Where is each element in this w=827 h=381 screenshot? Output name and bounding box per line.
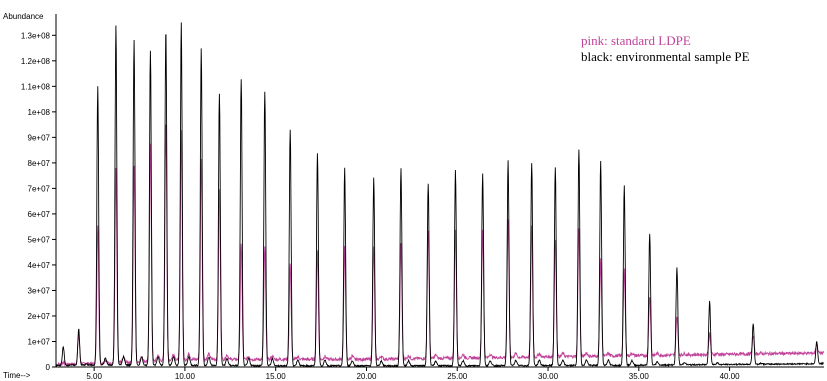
x-axis-ticks: 5.00 10.00 15.00 20.00 25.00 30.00 35.00 40.00 <box>86 367 740 381</box>
y-tick-label: 6e+07 <box>28 210 51 219</box>
y-tick-label: 5e+07 <box>28 235 51 244</box>
y-tick-label: 9e+07 <box>28 133 51 142</box>
x-tick-label: 10.00 <box>175 372 196 381</box>
y-tick-label: 1.3e+08 <box>21 31 51 40</box>
trace-environmental-pe <box>55 22 824 368</box>
y-tick-label: 8e+07 <box>28 159 51 168</box>
x-tick-label: 35.00 <box>629 372 650 381</box>
x-tick-label: 30.00 <box>538 372 559 381</box>
x-axis-title: Time--> <box>3 371 31 380</box>
x-tick-label: 20.00 <box>356 372 377 381</box>
y-tick-label: 7e+07 <box>28 184 51 193</box>
y-axis-ticks: 0 1e+07 2e+07 3e+07 4e+07 5e+07 6e+07 7e+07 8e+0… <box>21 31 56 372</box>
y-tick-label: 1e+08 <box>28 108 51 117</box>
x-tick-label: 15.00 <box>266 372 287 381</box>
legend: pink: standard LDPE black: environmental… <box>581 33 750 64</box>
y-tick-label: 3e+07 <box>28 286 51 295</box>
chromatogram-traces <box>55 22 825 368</box>
y-tick-label: 1e+07 <box>28 337 51 346</box>
legend-entry-standard-ldpe: pink: standard LDPE <box>581 33 691 48</box>
x-tick-label: 5.00 <box>86 372 102 381</box>
y-tick-label: 2e+07 <box>28 312 51 321</box>
y-tick-label: 0 <box>46 363 51 372</box>
y-axis-title: Abundance <box>3 12 44 21</box>
x-tick-label: 25.00 <box>447 372 468 381</box>
y-tick-label: 1.1e+08 <box>21 82 51 91</box>
legend-entry-environmental-pe: black: environmental sample PE <box>581 49 750 64</box>
y-tick-label: 4e+07 <box>28 261 51 270</box>
y-tick-label: 1.2e+08 <box>21 57 51 66</box>
x-tick-label: 40.00 <box>720 372 741 381</box>
